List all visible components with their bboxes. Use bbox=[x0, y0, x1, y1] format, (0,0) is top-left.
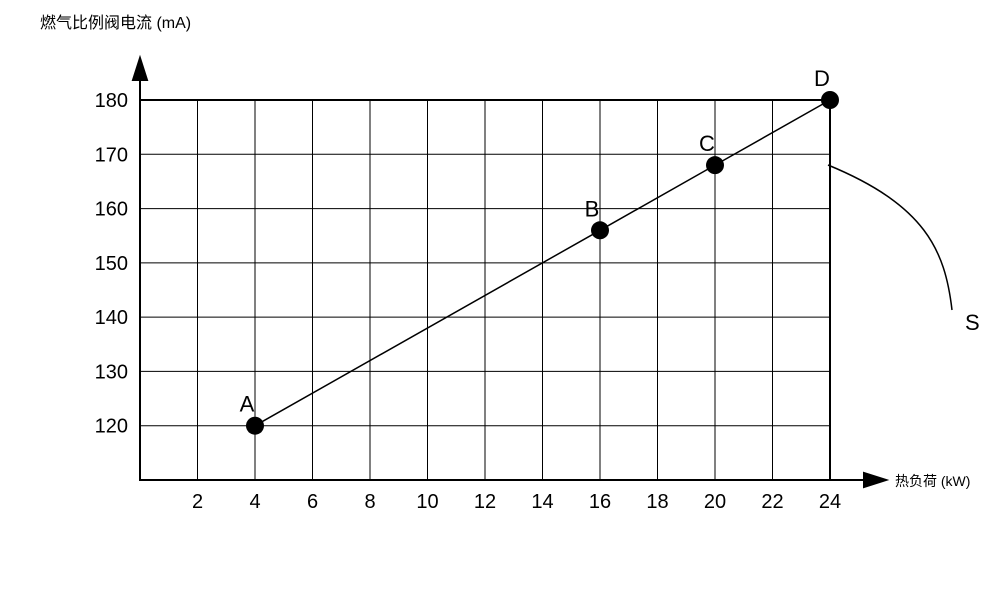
y-tick-label: 120 bbox=[95, 416, 128, 438]
x-tick-label: 6 bbox=[307, 491, 318, 513]
annotation-curve bbox=[828, 165, 952, 310]
x-tick-label: 12 bbox=[474, 491, 496, 513]
x-tick-label: 24 bbox=[819, 491, 841, 513]
data-point-label-a: A bbox=[240, 392, 255, 417]
x-axis-label: 热负荷 (kW) bbox=[895, 473, 970, 489]
y-tick-label: 130 bbox=[95, 361, 128, 383]
data-point-label-d: D bbox=[814, 66, 830, 91]
y-tick-label: 180 bbox=[95, 90, 128, 112]
x-tick-label: 20 bbox=[704, 491, 726, 513]
chart-stage: 2468101214161820222412013014015016017018… bbox=[0, 0, 1000, 596]
y-axis-arrowhead bbox=[133, 58, 147, 80]
data-point-b bbox=[591, 221, 609, 239]
x-tick-label: 10 bbox=[416, 491, 438, 513]
x-tick-label: 22 bbox=[761, 491, 783, 513]
data-point-label-b: B bbox=[585, 196, 600, 221]
x-tick-label: 2 bbox=[192, 491, 203, 513]
data-point-c bbox=[706, 156, 724, 174]
annotation-label-s: S bbox=[965, 310, 980, 335]
x-axis-arrowhead bbox=[864, 473, 886, 487]
y-tick-label: 170 bbox=[95, 144, 128, 166]
data-point-label-c: C bbox=[699, 131, 715, 156]
data-point-d bbox=[821, 91, 839, 109]
x-tick-label: 18 bbox=[646, 491, 668, 513]
y-axis-label: 燃气比例阀电流 (mA) bbox=[40, 14, 191, 32]
y-tick-label: 150 bbox=[95, 253, 128, 275]
y-tick-label: 160 bbox=[95, 199, 128, 221]
x-tick-label: 4 bbox=[249, 491, 260, 513]
x-tick-label: 14 bbox=[531, 491, 553, 513]
x-tick-label: 8 bbox=[364, 491, 375, 513]
line-chart: 2468101214161820222412013014015016017018… bbox=[0, 0, 1000, 596]
y-tick-label: 140 bbox=[95, 307, 128, 329]
data-point-a bbox=[246, 417, 264, 435]
x-tick-label: 16 bbox=[589, 491, 611, 513]
